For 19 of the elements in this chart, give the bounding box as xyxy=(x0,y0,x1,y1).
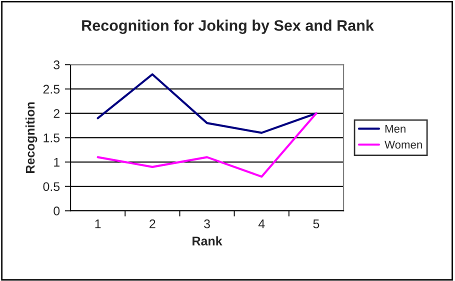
y-tick-label: 1 xyxy=(54,158,60,167)
x-tick-label: 5 xyxy=(313,220,320,228)
x-tick-label: 3 xyxy=(204,219,210,228)
x-axis-title: Rank xyxy=(192,236,222,246)
y-tick-label: 2.5 xyxy=(43,84,60,94)
y-tick-label: 0.5 xyxy=(43,182,60,192)
x-tick-label: 1 xyxy=(95,220,101,228)
line-series xyxy=(96,73,318,134)
y-tick-label: 2 xyxy=(54,109,60,118)
chart-title: Recognition for Joking by Sex and Rank xyxy=(82,20,374,34)
x-tick-label: 2 xyxy=(150,219,156,228)
y-axis-title: Recognition xyxy=(25,102,38,173)
y-tick-label: 0 xyxy=(54,206,60,216)
line-series xyxy=(96,112,318,178)
y-tick-label: 3 xyxy=(54,60,60,70)
y-tick-label: 1.5 xyxy=(44,134,60,142)
x-tick-label: 4 xyxy=(258,220,265,228)
legend-label: Women xyxy=(384,140,422,149)
legend-label: Men xyxy=(385,124,406,133)
